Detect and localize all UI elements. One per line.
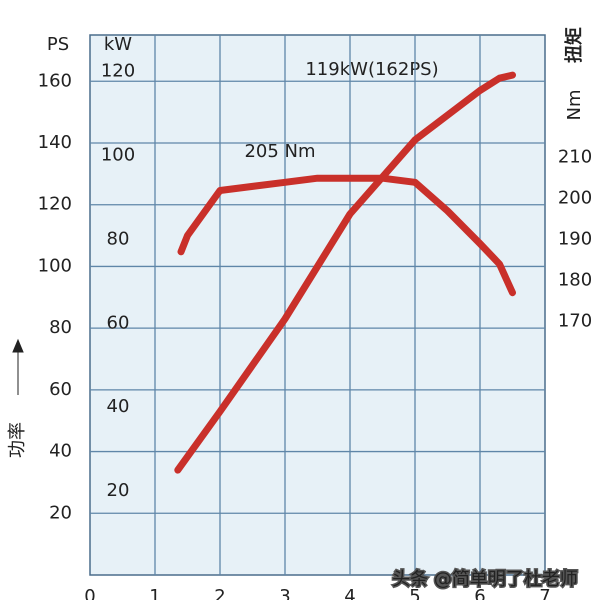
watermark: 头条 @简单明了杜老师 (392, 569, 578, 590)
y-label: 功率 (7, 422, 28, 458)
kw-tick-label: 80 (107, 228, 130, 249)
series-line (177, 174, 516, 297)
x-tick-label: 2 (214, 586, 225, 600)
x-tick-label: 0 (84, 586, 95, 600)
x-tick-label: 6 (474, 586, 485, 600)
x-tick-label: 7 (539, 586, 550, 600)
y2-tick-label: 200 (558, 188, 592, 209)
kw-tick-label: 40 (107, 396, 130, 417)
kw-tick-label: 100 (101, 144, 135, 165)
y-tick-label: 120 (38, 194, 72, 215)
annotation: 205 Nm (244, 141, 315, 162)
y2-tick-label: 180 (558, 269, 592, 290)
kw-tick-label: 60 (107, 312, 130, 333)
ps-unit: PS (47, 34, 69, 55)
y-tick-label: 40 (49, 441, 72, 462)
y-tick-label: 100 (38, 255, 72, 276)
kw-tick-label: 20 (107, 480, 130, 501)
x-tick-label: 4 (344, 586, 355, 600)
kw-tick-label: 120 (101, 61, 135, 82)
y-tick-label: 60 (49, 379, 72, 400)
kw-unit: kW (104, 34, 132, 55)
y-tick-label: 140 (38, 132, 72, 153)
nm-unit: Nm (564, 90, 585, 121)
annotation: 119kW(162PS) (305, 59, 438, 80)
x-tick-label: 3 (279, 586, 290, 600)
y2-label: 扭矩 (563, 27, 585, 63)
y-tick-label: 80 (49, 317, 72, 338)
y2-tick-label: 190 (558, 229, 592, 250)
x-tick-label: 5 (409, 586, 420, 600)
y2-tick-label: 170 (558, 310, 592, 331)
plot-area (89, 34, 546, 576)
y-tick-label: 160 (38, 70, 72, 91)
x-tick-label: 1 (149, 586, 160, 600)
y2-tick-label: 210 (558, 147, 592, 168)
axis-arrow (12, 338, 24, 395)
y-tick-label: 20 (49, 502, 72, 523)
